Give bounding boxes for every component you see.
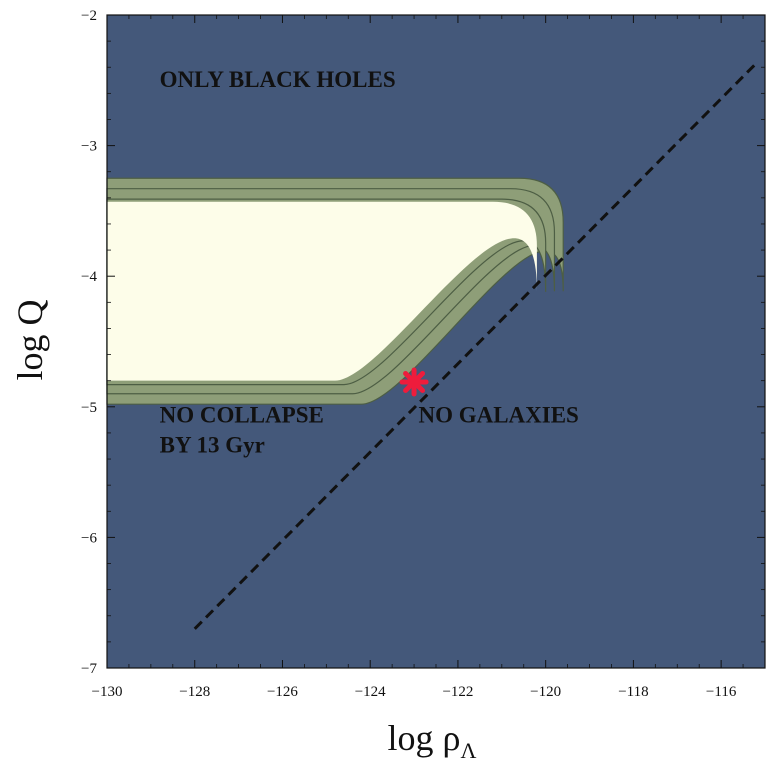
marker-stroke	[403, 371, 426, 393]
region-label-line: BY 13 Gyr	[160, 432, 265, 457]
x-tick-label: −130	[92, 684, 123, 700]
y-tick-label: −4	[81, 269, 97, 285]
x-axis-title: log ρΛ	[388, 718, 477, 763]
x-tick-label: −118	[618, 684, 648, 700]
x-axis-title-main: log ρ	[388, 718, 461, 758]
region-label-line: NO COLLAPSE	[160, 402, 324, 427]
y-tick-label: −7	[81, 661, 97, 677]
region-label-line: NO GALAXIES	[418, 402, 578, 427]
region-label: ONLY BLACK HOLES	[160, 67, 396, 92]
contour-fill	[107, 201, 537, 381]
region-label: NO GALAXIES	[418, 402, 578, 427]
x-tick-label: −120	[530, 684, 561, 700]
x-tick-label: −128	[179, 684, 210, 700]
region-label-line: ONLY BLACK HOLES	[160, 67, 396, 92]
x-axis-title-subscript: Λ	[461, 738, 477, 763]
marker-asterisk	[399, 367, 429, 397]
x-tick-label: −126	[267, 684, 298, 700]
y-axis-title: log Q	[10, 299, 50, 380]
x-tick-label: −116	[706, 684, 737, 700]
y-tick-label: −2	[81, 8, 97, 24]
y-tick-label: −3	[81, 139, 97, 155]
region-annotations: ONLY BLACK HOLES NO COLLAPSE BY 13 Gyr NO G…	[160, 67, 579, 458]
x-tick-label: −122	[442, 684, 473, 700]
axes-frame: −130 −128 −126 −124 −122 −120 −118 −116 −7 −6 −5 −4…	[81, 8, 766, 700]
region-label: NO COLLAPSE BY 13 Gyr	[160, 402, 324, 457]
y-tick-label: −6	[81, 530, 97, 546]
dashed-boundary-line	[193, 62, 758, 630]
x-tick-label: −124	[355, 684, 386, 700]
plot-area	[106, 15, 765, 668]
y-tick-label: −5	[81, 400, 97, 416]
